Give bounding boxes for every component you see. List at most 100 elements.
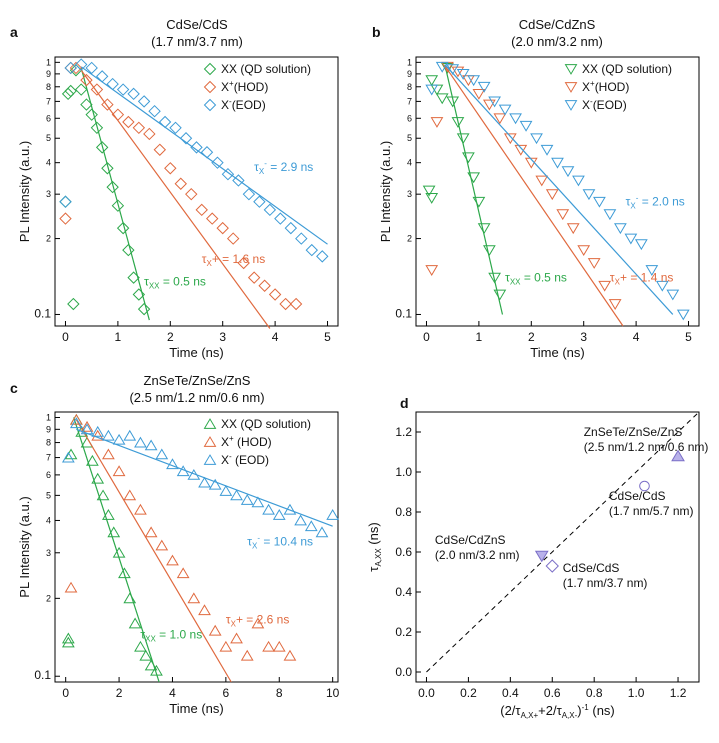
- tau-annotation-orange: τX+ = 1.4 ns: [610, 271, 673, 287]
- data-point-green: [122, 243, 135, 257]
- y-tick-label: 6: [46, 113, 51, 123]
- data-point-orange: [262, 640, 275, 652]
- legend-label: X+(HOD): [221, 79, 268, 94]
- data-point-orange: [80, 420, 94, 432]
- data-point-orange: [535, 175, 549, 187]
- x-tick-label: 3: [580, 330, 587, 344]
- x-tick-label: 2: [167, 330, 174, 344]
- data-point-blue: [64, 61, 77, 75]
- data-point-blue: [240, 494, 254, 505]
- legend-label: X-(EOD): [582, 97, 627, 112]
- y-tick-label: 9: [46, 424, 51, 434]
- data-point-orange: [206, 212, 219, 225]
- panel-b: b CdSe/CdZnS (2.0 nm/3.2 nm) 0 1 2 3 4 5 0.1 2 3 4 5 6…: [372, 17, 700, 360]
- chart-subtitle: (2.0 nm/3.2 nm): [511, 34, 603, 49]
- x-tick-label: 2: [116, 686, 123, 700]
- data-point-orange: [195, 203, 208, 217]
- data-point-green: [462, 152, 475, 164]
- y-tick-label: 0.8: [395, 505, 412, 519]
- data-point-orange: [111, 108, 125, 121]
- panel-label-b: b: [372, 24, 381, 40]
- x-tick-label: 8: [276, 686, 283, 700]
- data-point-orange: [208, 624, 222, 636]
- data-point-orange: [185, 187, 198, 201]
- data-point-green: [123, 592, 137, 604]
- data-point-orange: [176, 567, 190, 579]
- x-tick-label: 0.4: [502, 686, 519, 700]
- data-point-orange: [143, 127, 156, 141]
- data-point-green: [118, 567, 131, 579]
- x-tick-label: 10: [326, 686, 340, 700]
- data-point-blue: [467, 75, 481, 87]
- y-axis-label: PL Intensity (a.u.): [378, 141, 393, 242]
- data-point-blue: [540, 144, 554, 156]
- data-point-orange: [251, 617, 265, 629]
- data-point-blue: [603, 209, 617, 221]
- y-tick-label: 1.0: [395, 465, 412, 479]
- y-tick-label: 5: [46, 133, 51, 143]
- y-tick-label: 1: [46, 412, 51, 422]
- y-tick-label: 3: [46, 189, 51, 199]
- data-point-green: [116, 221, 130, 235]
- data-point-blue: [498, 104, 512, 116]
- data-point-blue: [435, 61, 449, 73]
- y-tick-label: 0.0: [395, 665, 412, 679]
- chart-title: CdSe/CdS: [166, 17, 228, 32]
- data-point-orange: [187, 592, 201, 604]
- data-point-blue: [530, 133, 543, 145]
- panel-label-c: c: [10, 380, 18, 396]
- data-point-blue: [242, 187, 256, 201]
- y-tick-label: 1.2: [395, 425, 412, 439]
- data-point-blue: [272, 509, 286, 520]
- x-tick-label: 4: [272, 330, 279, 344]
- data-point-blue: [582, 189, 596, 201]
- y-tick-label: 4: [46, 158, 51, 168]
- data-point-green: [150, 664, 163, 676]
- data-point-green: [111, 199, 125, 212]
- data-point-blue: [456, 68, 470, 80]
- data-point-blue: [69, 417, 83, 429]
- x-tick-label: 1: [115, 330, 122, 344]
- y-axis-label: PL Intensity (a.u.): [17, 496, 32, 597]
- y-tick-label: 3: [46, 548, 51, 558]
- data-point-orange: [283, 649, 297, 661]
- y-tick-label: 7: [46, 453, 51, 463]
- data-point-green: [139, 649, 153, 661]
- data-point-blue: [230, 489, 243, 501]
- data-point-orange: [430, 117, 444, 128]
- data-point-green: [422, 185, 436, 197]
- data-point-green: [69, 413, 83, 425]
- y-tick-label: 0.1: [395, 306, 412, 320]
- x-tick-label: 1.2: [670, 686, 687, 700]
- data-point-blue: [85, 61, 98, 75]
- data-point-orange: [226, 232, 240, 245]
- y-axis-label: PL Intensity (a.u.): [17, 141, 32, 242]
- y-tick-label: 0.1: [34, 306, 51, 320]
- panel-a: a CdSe/CdS (1.7 nm/3.7 nm) 0 1 2 3 4 5 0.1 2 3 4 5 6 7 8…: [10, 17, 339, 360]
- data-point-blue: [158, 115, 172, 129]
- data-point-orange: [166, 554, 179, 566]
- data-point-orange: [164, 162, 177, 175]
- data-point-blue: [116, 83, 130, 96]
- data-point-orange: [59, 212, 72, 225]
- data-point-orange: [219, 640, 233, 652]
- data-point-blue: [676, 309, 690, 321]
- legend-marker-orange: [203, 436, 217, 447]
- data-point-green: [64, 84, 77, 98]
- data-point-blue: [315, 526, 329, 538]
- y-tick-label: 7: [407, 96, 412, 106]
- data-point-green: [67, 297, 80, 311]
- data-point-green: [95, 141, 109, 154]
- data-point-orange: [598, 280, 612, 292]
- point-sublabel: (1.7 nm/3.7 nm): [563, 576, 648, 590]
- data-point-blue: [74, 58, 88, 71]
- data-point-green: [61, 87, 75, 101]
- data-point-orange: [64, 581, 78, 593]
- data-point-orange: [122, 115, 135, 129]
- point-label: CdSe/CdZnS: [435, 533, 506, 547]
- x-tick-label: 0: [62, 686, 69, 700]
- data-point-orange: [174, 177, 187, 190]
- panel-label-a: a: [10, 24, 18, 40]
- data-point-orange: [268, 288, 282, 301]
- data-point-blue: [614, 223, 627, 235]
